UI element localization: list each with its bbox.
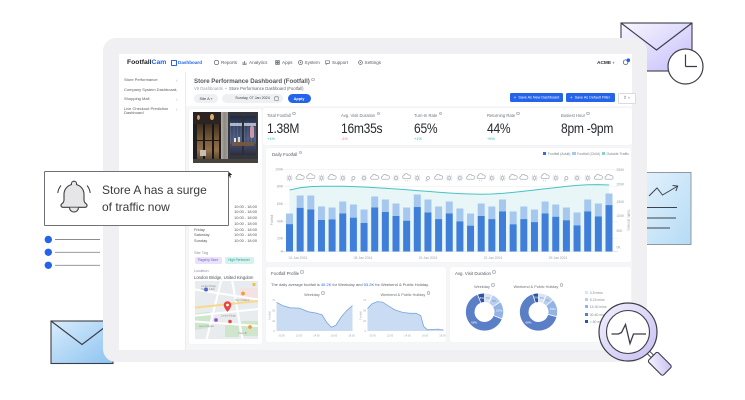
svg-text:7k: 7k [363, 298, 366, 302]
svg-text:08 Jan 2024: 08 Jan 2024 [354, 256, 373, 260]
svg-text:0: 0 [281, 249, 283, 253]
svg-text:100K: 100K [275, 167, 284, 171]
svg-text:0: 0 [365, 329, 367, 333]
svg-text:22 Jan 2024: 22 Jan 2024 [484, 256, 503, 260]
svg-text:7k: 7k [272, 298, 275, 302]
svg-text:40K: 40K [277, 219, 284, 223]
svg-text:7%: 7% [545, 299, 550, 303]
svg-text:12:00: 12:00 [387, 334, 394, 338]
svg-text:68%: 68% [471, 320, 477, 324]
svg-text:Footfall: Footfall [268, 311, 272, 320]
svg-text:2k: 2k [363, 319, 366, 323]
svg-text:16:00: 16:00 [422, 334, 429, 338]
svg-text:Tower Br: Tower Br [238, 332, 247, 335]
svg-text:01 Jan 2024: 01 Jan 2024 [289, 256, 308, 260]
svg-text:50K: 50K [617, 229, 624, 233]
svg-text:London Bridge: London Bridge [221, 315, 237, 318]
svg-text:100K: 100K [617, 214, 626, 218]
svg-text:0K: 0K [617, 245, 622, 249]
svg-text:60K: 60K [277, 202, 284, 206]
svg-text:14:00: 14:00 [313, 334, 320, 338]
svg-text:29 Jan 2024: 29 Jan 2024 [549, 256, 568, 260]
svg-text:2k: 2k [272, 319, 275, 323]
svg-text:15%: 15% [496, 309, 502, 313]
svg-text:14:00: 14:00 [404, 334, 411, 338]
svg-text:Guy's Hospital: Guy's Hospital [199, 325, 214, 328]
svg-text:6%: 6% [480, 296, 485, 300]
svg-text:5%: 5% [534, 296, 539, 300]
svg-text:7%: 7% [486, 296, 491, 300]
svg-text:16:00: 16:00 [331, 334, 338, 338]
svg-text:Footfall: Footfall [270, 214, 274, 225]
svg-text:10:00: 10:00 [278, 334, 285, 338]
svg-text:9%: 9% [492, 299, 497, 303]
svg-text:7%: 7% [540, 296, 545, 300]
svg-text:18:00: 18:00 [348, 334, 355, 338]
svg-text:18:00: 18:00 [439, 334, 446, 338]
svg-text:80K: 80K [277, 184, 284, 188]
svg-text:20K: 20K [277, 236, 284, 240]
svg-text:5k: 5k [363, 309, 366, 313]
svg-text:15%: 15% [550, 307, 556, 311]
svg-text:68%: 68% [525, 321, 531, 325]
svg-text:0: 0 [274, 329, 276, 333]
svg-text:5k: 5k [272, 309, 275, 313]
svg-text:15 Jan 2024: 15 Jan 2024 [419, 256, 438, 260]
svg-text:London Bridge: London Bridge [201, 285, 217, 288]
svg-text:Traffic (K/mins): Traffic (K/mins) [627, 209, 631, 230]
svg-text:12:00: 12:00 [296, 334, 303, 338]
svg-text:10:00: 10:00 [369, 334, 376, 338]
svg-text:Station (LBG): Station (LBG) [201, 288, 215, 291]
svg-text:Footfall: Footfall [359, 311, 363, 320]
svg-text:250K: 250K [617, 168, 626, 172]
svg-text:150K: 150K [617, 200, 626, 204]
svg-text:200K: 200K [617, 182, 626, 186]
svg-text:Hay's Galleria: Hay's Galleria [235, 299, 250, 302]
